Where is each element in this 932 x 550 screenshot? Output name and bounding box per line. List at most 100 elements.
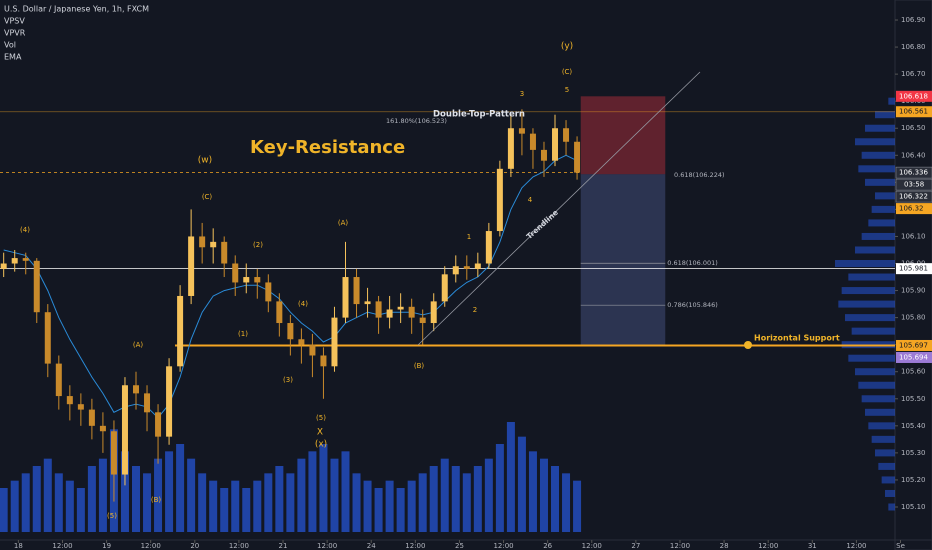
wave-label: (y) [561, 42, 573, 52]
x-tick-label: 12:00 [582, 542, 602, 550]
candle-body [563, 128, 570, 142]
candle-body [419, 317, 426, 324]
candle-body [507, 128, 514, 169]
y-tick-label: 105.90 [901, 287, 926, 295]
wave-label: (4) [298, 300, 308, 308]
volume-bar [242, 488, 251, 532]
volume-profile-bar [855, 368, 895, 376]
volume-bar [43, 458, 52, 532]
candle-body [177, 295, 184, 367]
volume-profile-bar [848, 354, 895, 362]
candle-body [320, 355, 327, 367]
x-tick-label: 12:00 [317, 542, 337, 550]
candle-body [210, 241, 217, 248]
candle-body [166, 366, 173, 437]
price-axis [894, 0, 932, 550]
candle-body [99, 425, 106, 432]
volume-bar [573, 480, 582, 532]
marks: 0.618(106.001) 0.786(105.846) [0, 96, 895, 532]
candle-body [287, 323, 294, 340]
y-tick-label: 105.30 [901, 449, 926, 457]
candle-body [132, 385, 139, 394]
y-tick-label: 105.60 [901, 368, 926, 376]
volume-bar [131, 466, 140, 532]
y-tick-label: 105.50 [901, 395, 926, 403]
volume-bar [165, 451, 174, 532]
support-label: Horizontal Support [754, 334, 840, 343]
volume-bar [451, 466, 460, 532]
x-tick-label: 12:00 [493, 542, 513, 550]
volume-profile-bar [841, 287, 895, 295]
volume-bar [308, 451, 317, 532]
volume-bar [418, 473, 427, 532]
price-tag-label: 105.697 [899, 341, 928, 349]
candle-body [88, 409, 95, 426]
candle-body [474, 263, 481, 269]
volume-bar [176, 444, 185, 532]
price-tag [896, 351, 932, 363]
price-tag-label: 106.32 [899, 205, 924, 213]
candle-body [342, 277, 349, 318]
volume-bar [484, 458, 493, 532]
volume-profile-bar [851, 327, 895, 335]
wave-label: 2 [473, 306, 477, 314]
volume-profile-bar [838, 300, 895, 308]
stop-zone [580, 96, 666, 175]
volume-bar [506, 422, 515, 532]
wave-label: 1 [467, 233, 471, 241]
candle-body [232, 263, 239, 283]
volume-bar [286, 473, 295, 532]
candle-body [540, 149, 547, 161]
candle-body [243, 277, 250, 283]
wave-label: (1) [238, 330, 248, 338]
candle-body [66, 396, 73, 405]
wave-label: (B) [414, 362, 425, 370]
volume-profile-bar [861, 151, 895, 159]
x-tick-label: 12:00 [405, 542, 425, 550]
volume-bar [396, 488, 405, 532]
wave-label: (4) [20, 226, 30, 234]
price-tag [896, 339, 932, 351]
volume-bar [352, 473, 361, 532]
candle-body [452, 266, 459, 275]
candle-body [309, 344, 316, 356]
wave-label: (w) [198, 156, 212, 166]
candle-body [331, 317, 338, 367]
candle-body [397, 306, 404, 310]
countdown: 03:58 [904, 181, 924, 189]
y-tick-label: 106.10 [901, 232, 926, 240]
y-tick-label: 106.50 [901, 124, 926, 132]
x-tick-label: 12:00 [846, 542, 866, 550]
candle-body [155, 412, 162, 437]
extension-label: 161.80%(106.523) [386, 117, 447, 125]
indicator: Vol [4, 41, 16, 50]
volume-profile-bar [865, 178, 895, 186]
x-tick-label: 27 [631, 542, 640, 550]
wave-label: (x) [315, 440, 327, 450]
x-tick-label: 12:00 [229, 542, 249, 550]
wave-label: 3 [520, 90, 524, 98]
x-tick-label: 12:00 [670, 542, 690, 550]
candle-body [529, 133, 536, 150]
wave-label: (C) [562, 68, 573, 76]
volume-profile-bar [868, 422, 895, 430]
wave-label: (3) [283, 376, 293, 384]
candle-body [11, 258, 18, 264]
volume-profile-bar [888, 503, 895, 511]
volume-bar [297, 458, 306, 532]
price-tag [895, 190, 932, 203]
candle-body [485, 231, 492, 264]
fib-label: 0.618(106.224) [674, 171, 725, 179]
volume-bar [264, 473, 273, 532]
candle-body [353, 277, 360, 305]
price-tag-label: 106.336 [899, 169, 928, 177]
x-tick-label: 26 [543, 542, 552, 550]
price-tag-label: 105.694 [899, 353, 928, 361]
x-tick-label: 18 [14, 542, 23, 550]
volume-profile-bar [845, 314, 895, 322]
candle-body [0, 263, 7, 269]
volume-bar [32, 466, 41, 532]
candle-body [496, 168, 503, 232]
candle-body [298, 339, 305, 345]
